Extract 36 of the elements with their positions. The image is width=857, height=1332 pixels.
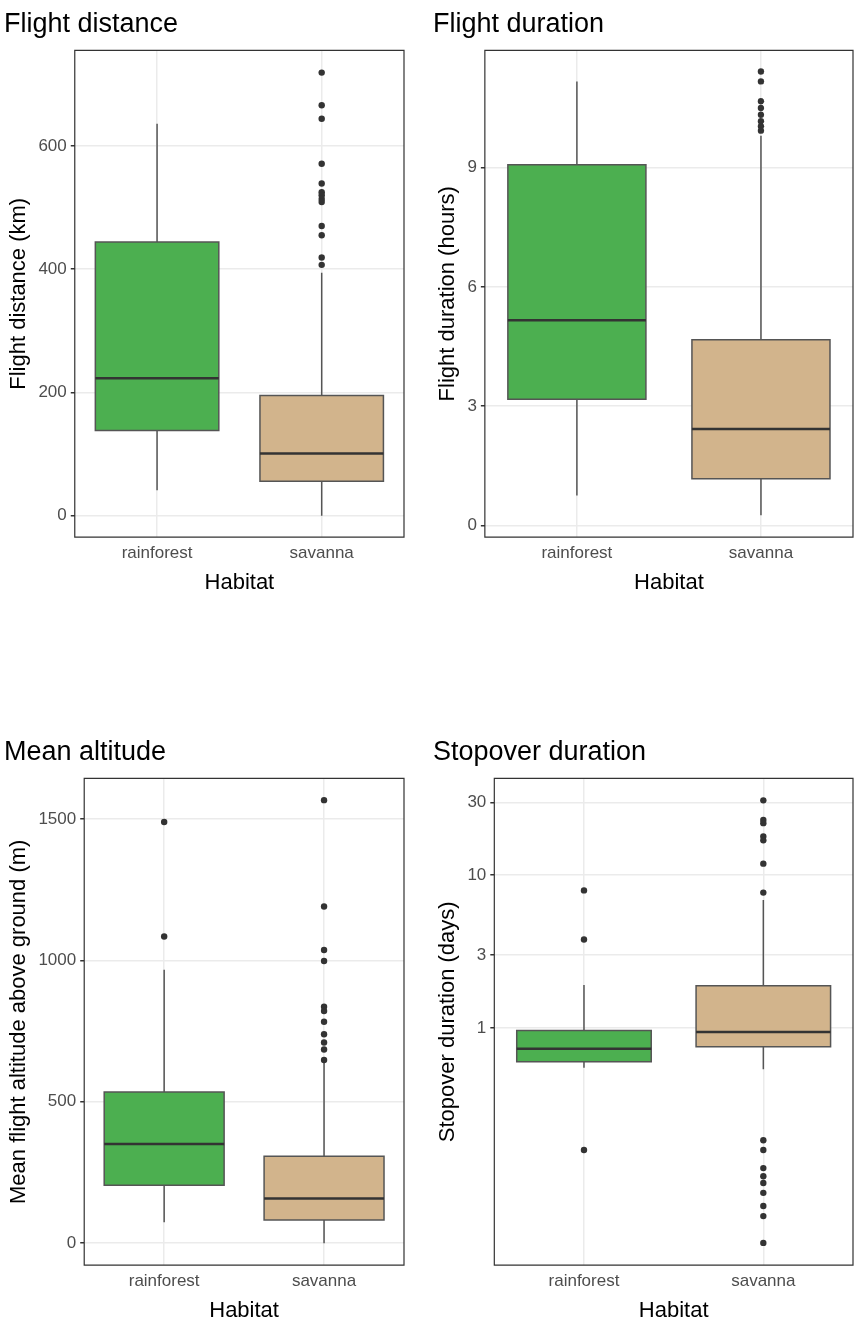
y-tick-label: 200 (38, 382, 67, 402)
chart-title: Flight distance (4, 7, 179, 38)
y-tick-label: 0 (57, 505, 67, 525)
chart-title: Mean altitude (4, 735, 167, 766)
y-tick-label: 6 (467, 276, 477, 296)
y-tick-label: 1 (476, 1017, 487, 1037)
y-tick-label: 3 (467, 395, 477, 415)
x-tick-label: savanna (291, 1271, 357, 1291)
y-tick-label: 0 (66, 1232, 77, 1252)
chart-title: Flight duration (433, 7, 605, 38)
y-axis-title: Stopover duration (days) (434, 901, 460, 1143)
x-axis-title: Habitat (638, 1296, 709, 1322)
y-tick-label: 600 (38, 135, 67, 155)
y-axis-title: Mean flight altitude above ground (m) (5, 839, 31, 1205)
x-tick-label: savanna (289, 543, 355, 563)
y-tick-label: 500 (47, 1091, 77, 1111)
x-axis-title: Habitat (204, 568, 275, 594)
y-tick-label: 9 (467, 157, 477, 177)
x-tick-label: savanna (731, 1271, 797, 1291)
x-tick-label: rainforest (541, 543, 613, 563)
x-tick-label: rainforest (128, 1271, 200, 1291)
y-tick-label: 0 (467, 514, 477, 534)
y-tick-label: 10 (467, 864, 487, 884)
y-tick-label: 1000 (38, 950, 77, 970)
x-tick-label: rainforest (121, 543, 193, 563)
y-axis-title: Flight distance (km) (5, 197, 31, 390)
y-tick-label: 3 (476, 944, 487, 964)
x-axis-title: Habitat (634, 568, 704, 594)
x-axis-title: Habitat (209, 1296, 279, 1322)
y-tick-label: 30 (467, 791, 487, 811)
y-axis-title: Flight duration (hours) (434, 186, 460, 402)
y-tick-label: 1500 (38, 808, 77, 828)
x-tick-label: rainforest (548, 1271, 620, 1291)
y-tick-label: 400 (38, 258, 67, 278)
x-tick-label: savanna (728, 543, 794, 563)
chart-title: Stopover duration (433, 735, 647, 766)
